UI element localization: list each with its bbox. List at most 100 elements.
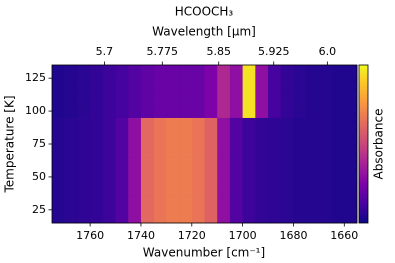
heatmap-cell	[280, 130, 294, 145]
heatmap-cell	[306, 196, 320, 211]
heatmap-cell	[128, 209, 142, 224]
heatmap-cell	[344, 65, 358, 79]
heatmap-cell	[64, 104, 78, 118]
heatmap-cell	[280, 157, 294, 171]
heatmap-cell	[280, 170, 294, 184]
y-axis-label: Temperature [K]	[3, 95, 17, 193]
y-tick-label: 125	[25, 71, 46, 84]
heatmap-cell	[179, 209, 193, 224]
heatmap-cell	[153, 104, 167, 118]
heatmap-cell	[102, 183, 116, 197]
heatmap-cell	[293, 65, 307, 79]
heatmap-cell	[293, 209, 307, 224]
heatmap-cell	[115, 65, 129, 79]
heatmap-cell	[52, 157, 66, 171]
heatmap-cell	[52, 183, 66, 197]
colorbar	[358, 64, 369, 224]
heatmap-cell	[255, 91, 269, 105]
heatmap-cell	[102, 91, 116, 105]
heatmap-cell	[166, 91, 180, 105]
heatmap-cell	[179, 78, 193, 92]
heatmap-cell	[318, 196, 332, 211]
heatmap-cell	[153, 196, 167, 211]
x2-axis-label: Wavelength [μm]	[152, 25, 256, 39]
heatmap-cell	[90, 117, 104, 132]
heatmap-cell	[229, 117, 243, 132]
y-tick-label: 50	[32, 170, 46, 183]
heatmap-cell	[90, 104, 104, 118]
heatmap-cell	[191, 144, 205, 158]
heatmap-cell	[344, 144, 358, 158]
heatmap-cell	[166, 78, 180, 92]
heatmap-cell	[140, 183, 154, 197]
heatmap-cell	[280, 117, 294, 132]
heatmap-cell	[64, 117, 78, 132]
heatmap-cell	[204, 130, 218, 145]
heatmap-cell	[77, 209, 91, 224]
heatmap-cell	[191, 196, 205, 211]
heatmap-cell	[229, 209, 243, 224]
heatmap-cell	[115, 157, 129, 171]
x-tick-label: 1740	[127, 229, 155, 242]
heatmap-cell	[191, 209, 205, 224]
heatmap-cell	[153, 117, 167, 132]
heatmap-cell	[140, 209, 154, 224]
heatmap-cell	[268, 130, 282, 145]
heatmap-cell	[90, 157, 104, 171]
y-tick-label: 25	[32, 203, 46, 216]
x-tick-label: 1700	[229, 229, 257, 242]
heatmap-cell	[255, 104, 269, 118]
heatmap-cell	[140, 144, 154, 158]
heatmap-cell	[242, 130, 256, 145]
heatmap-cell	[64, 170, 78, 184]
heatmap-cell	[242, 170, 256, 184]
heatmap-cell	[179, 170, 193, 184]
heatmap-cell	[52, 117, 66, 132]
heatmap-cell	[331, 157, 345, 171]
heatmap-cell	[318, 170, 332, 184]
heatmap-cell	[293, 183, 307, 197]
heatmap-cell	[268, 170, 282, 184]
heatmap-cell	[306, 209, 320, 224]
heatmap-cell	[140, 170, 154, 184]
heatmap-cell	[179, 117, 193, 132]
heatmap-cell	[280, 104, 294, 118]
heatmap-cell	[179, 104, 193, 118]
heatmap-cell	[128, 65, 142, 79]
heatmap-cell	[344, 91, 358, 105]
heatmap-cell	[217, 196, 231, 211]
heatmap-cell	[331, 65, 345, 79]
heatmap-cell	[344, 209, 358, 224]
heatmap-cell	[166, 117, 180, 132]
heatmap-cell	[90, 170, 104, 184]
heatmap-cell	[153, 209, 167, 224]
heatmap-cell	[52, 209, 66, 224]
heatmap-cell	[344, 170, 358, 184]
heatmap-cell	[306, 65, 320, 79]
heatmap-cell	[280, 91, 294, 105]
heatmap-cell	[90, 78, 104, 92]
colorbar-label: Absorbance	[372, 109, 386, 180]
heatmap-cell	[77, 144, 91, 158]
heatmap-cell	[306, 183, 320, 197]
heatmap-cell	[115, 183, 129, 197]
heatmap-cell	[242, 196, 256, 211]
heatmap-cell	[204, 196, 218, 211]
heatmap-cell	[293, 78, 307, 92]
heatmap-cell	[115, 78, 129, 92]
heatmap-cell	[217, 157, 231, 171]
heatmap-cell	[268, 117, 282, 132]
heatmap-cell	[255, 65, 269, 79]
heatmap-cell	[318, 183, 332, 197]
heatmap-cell	[217, 144, 231, 158]
heatmap-cell	[255, 144, 269, 158]
heatmap-cell	[331, 78, 345, 92]
x2-tick-label: 5.925	[258, 45, 290, 58]
heatmap-cell	[217, 130, 231, 145]
heatmap-cell	[217, 104, 231, 118]
heatmap-cell	[344, 104, 358, 118]
heatmap-cell	[217, 209, 231, 224]
heatmap-cell	[268, 65, 282, 79]
heatmap-cell	[140, 196, 154, 211]
heatmap-cell	[306, 78, 320, 92]
